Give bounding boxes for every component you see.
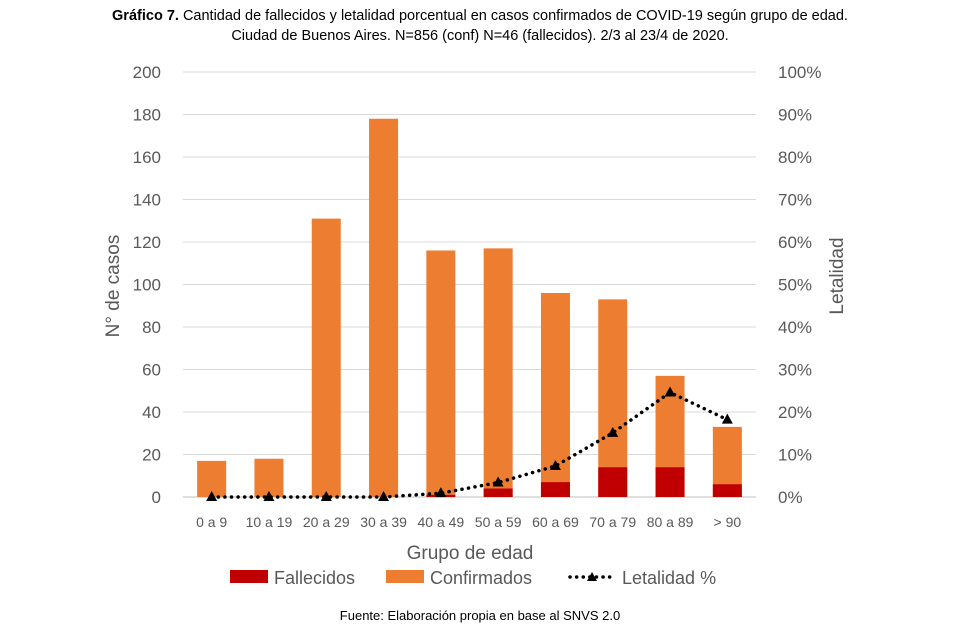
x-axis: 0 a 9 10 a 19 20 a 29 30 a 39 40 a 49 50 a 59… [196, 514, 741, 530]
y-tick-label-3: 60 [142, 361, 161, 380]
legend: Fallecidos Confirmados Letalidad % [230, 568, 716, 588]
bar-confirmados-5 [483, 248, 513, 497]
bar-fallecidos-5 [483, 488, 513, 497]
bar-fallecidos-7 [598, 467, 628, 497]
letalidad-marker-3 [378, 491, 390, 501]
y2-tick-label-3: 30% [778, 361, 812, 380]
bar-confirmados-1 [254, 458, 284, 497]
x-tick-label-2: 20 a 29 [303, 514, 350, 530]
y-axis-right: 0% 10% 20% 30% 40% 50% 60% 70% 80% 90% 100% [778, 63, 821, 507]
y-tick-label-10: 200 [133, 63, 161, 82]
y2-tick-label-2: 20% [778, 403, 812, 422]
letalidad-marker-7 [607, 426, 619, 437]
y2-tick-label-10: 100% [778, 63, 821, 82]
letalidad-marker-5 [492, 476, 504, 487]
x-tick-label-3: 30 a 39 [360, 514, 407, 530]
letalidad-line [206, 386, 733, 501]
y-tick-label-2: 40 [142, 403, 161, 422]
y-tick-label-8: 160 [133, 148, 161, 167]
y2-tick-label-9: 90% [778, 106, 812, 125]
bar-confirmados-0 [197, 460, 227, 497]
x-tick-label-9: > 90 [714, 514, 742, 530]
y-tick-label-0: 0 [152, 488, 161, 507]
bar-fallecidos-8 [655, 467, 685, 497]
x-tick-label-4: 40 a 49 [417, 514, 464, 530]
y-tick-label-7: 140 [133, 191, 161, 210]
y2-tick-label-4: 40% [778, 318, 812, 337]
x-tick-label-1: 10 a 19 [246, 514, 293, 530]
legend-swatch-fallecidos [230, 570, 268, 583]
legend-label-letalidad: Letalidad % [622, 568, 716, 588]
y-axis-left: 0 20 40 60 80 100 120 140 160 180 200 [133, 63, 161, 507]
chart-title: Gráfico 7. Cantidad de fallecidos y leta… [0, 6, 960, 46]
y2-tick-label-1: 10% [778, 446, 812, 465]
letalidad-marker-4 [435, 487, 447, 498]
x-tick-label-0: 0 a 9 [196, 514, 227, 530]
x-tick-label-8: 80 a 89 [647, 514, 694, 530]
y2-tick-label-7: 70% [778, 191, 812, 210]
y2-tick-label-5: 50% [778, 276, 812, 295]
bar-fallecidos-9 [712, 484, 742, 497]
y2-tick-label-8: 80% [778, 148, 812, 167]
letalidad-marker-8 [664, 386, 676, 397]
legend-label-confirmados: Confirmados [430, 568, 532, 588]
legend-label-fallecidos: Fallecidos [274, 568, 355, 588]
letalidad-marker-0 [206, 491, 218, 501]
legend-marker-letalidad [587, 572, 597, 581]
chart-title-label: Gráfico 7. [112, 8, 179, 24]
x-tick-label-6: 60 a 69 [532, 514, 579, 530]
x-tick-label-7: 70 a 79 [589, 514, 636, 530]
source-note: Fuente: Elaboración propia en base al SN… [339, 608, 621, 623]
chart-title-line2: Ciudad de Buenos Aires. N=856 (conf) N=4… [231, 28, 729, 44]
y-tick-label-9: 180 [133, 106, 161, 125]
x-tick-label-5: 50 a 59 [475, 514, 522, 530]
bars [197, 118, 742, 497]
bar-confirmados-3 [369, 118, 399, 497]
letalidad-marker-9 [721, 413, 733, 424]
y2-tick-label-6: 60% [778, 233, 812, 252]
bar-confirmados-7 [598, 299, 628, 497]
y-tick-label-1: 20 [142, 446, 161, 465]
y2-tick-label-0: 0% [778, 488, 803, 507]
y2-axis-title: Letalidad [827, 237, 848, 314]
legend-swatch-confirmados [386, 570, 424, 583]
y-tick-label-5: 100 [133, 276, 161, 295]
bar-confirmados-4 [426, 250, 456, 497]
bar-confirmados-2 [311, 218, 341, 497]
letalidad-marker-2 [320, 491, 332, 501]
y-tick-label-4: 80 [142, 318, 161, 337]
letalidad-marker-6 [549, 459, 561, 470]
y-axis-title: N° de casos [103, 235, 124, 338]
letalidad-series-line [209, 390, 730, 499]
y-tick-label-6: 120 [133, 233, 161, 252]
chart-title-text: Cantidad de fallecidos y letalidad porce… [182, 8, 848, 24]
bar-fallecidos-6 [540, 482, 570, 497]
letalidad-marker-1 [263, 491, 275, 501]
x-axis-title: Grupo de edad [407, 543, 534, 564]
